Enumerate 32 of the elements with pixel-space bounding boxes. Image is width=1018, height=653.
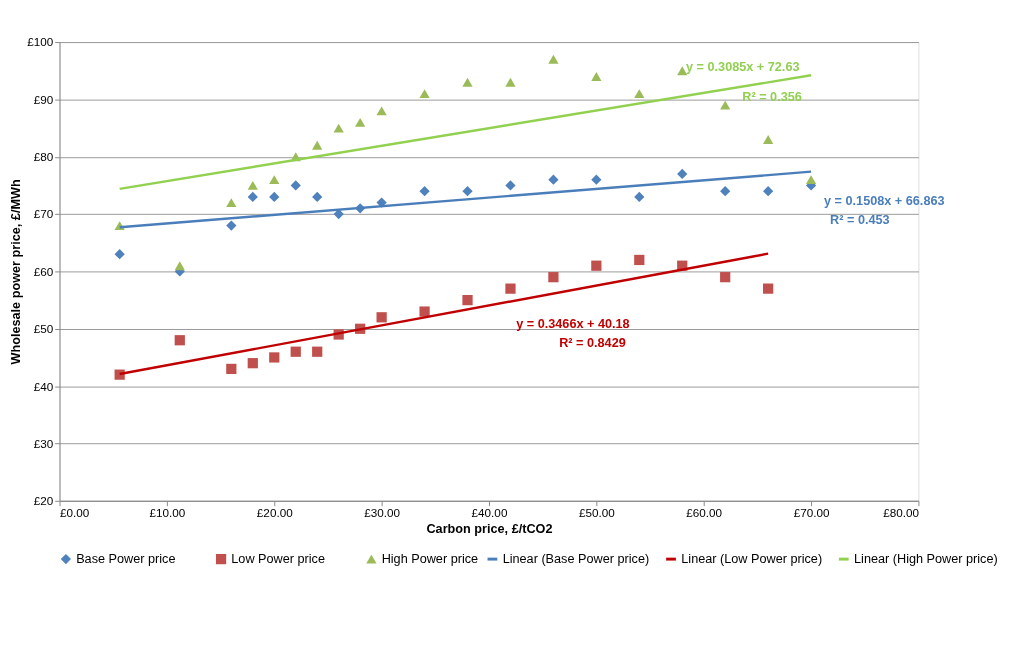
annotation: R² = 0.8429 [559, 336, 626, 351]
y-tick-label: £100 [27, 35, 54, 49]
y-tick-label: £90 [33, 92, 54, 106]
y-tick-label: £70 [33, 207, 54, 221]
y-axis-title: Wholesale power price, £/MWh [9, 179, 24, 365]
legend-label: Low Power price [231, 552, 325, 567]
y-tick-label: £60 [33, 264, 54, 278]
x-tick-label: £80.00 [883, 505, 920, 519]
x-tick-label: £10.00 [149, 505, 186, 519]
x-tick-label: £40.00 [471, 505, 508, 519]
x-tick-label: £20.00 [256, 505, 294, 519]
legend-label: High Power price [381, 552, 479, 567]
y-tick-label: £40 [33, 379, 54, 393]
y-tick-label: £50 [33, 322, 54, 336]
y-tick-label: £20 [33, 494, 54, 508]
annotation: y = 0.1508x + 66.863 [824, 193, 945, 208]
annotation: y = 0.3466x + 40.18 [516, 316, 630, 331]
x-tick-label: £70.00 [793, 505, 830, 519]
x-tick-label: £50.00 [578, 505, 616, 519]
annotation: y = 0.3085x + 72.63 [686, 60, 800, 75]
y-tick-label: £30 [33, 436, 54, 450]
legend-label: Linear (High Power price) [854, 552, 998, 567]
x-axis-title: Carbon price, £/tCO2 [426, 521, 553, 536]
annotation: R² = 0.453 [830, 213, 890, 228]
legend-label: Linear (Low Power price) [681, 552, 823, 567]
x-tick-label: £0.00 [60, 505, 90, 519]
x-tick-label: £60.00 [686, 505, 723, 519]
legend-label: Base Power price [76, 552, 176, 567]
legend-label: Linear (Base Power price) [502, 552, 650, 567]
x-tick-label: £30.00 [364, 505, 401, 519]
annotation: R² = 0.356 [742, 89, 802, 104]
y-tick-label: £80 [33, 150, 54, 164]
